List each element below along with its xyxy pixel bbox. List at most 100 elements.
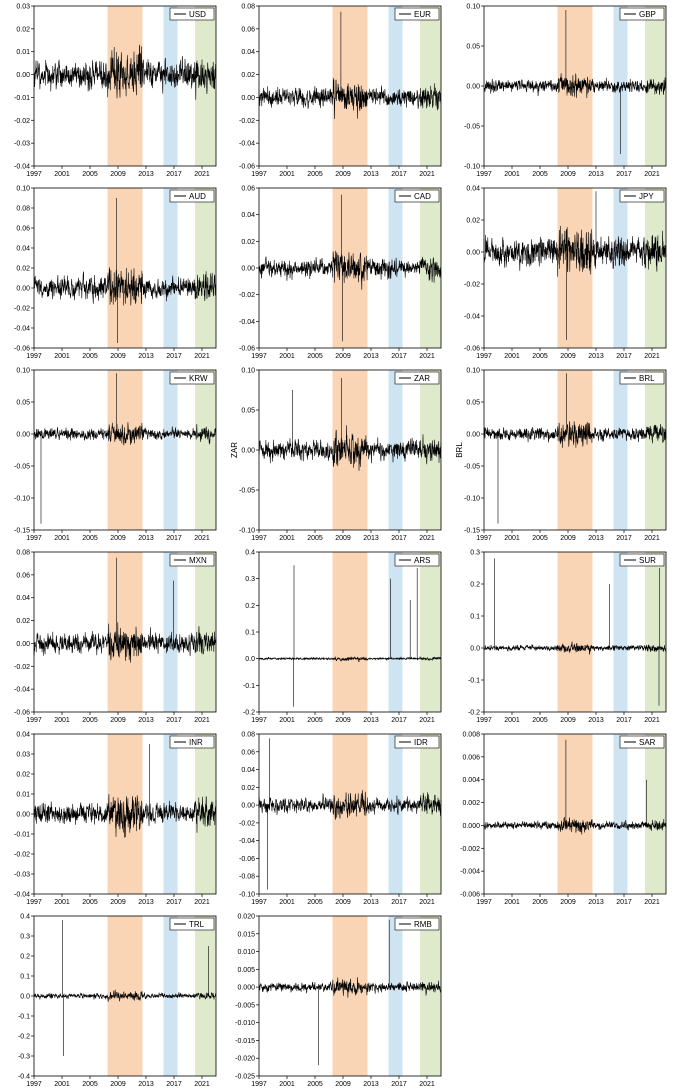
y-tick-label: -0.010: [235, 1020, 255, 1027]
x-tick-label: 1997: [251, 1081, 267, 1088]
y-tick-label: 0.01: [16, 49, 30, 56]
y-tick-label: 0.05: [241, 408, 255, 415]
y-tick-label: 0.01: [16, 792, 30, 799]
x-tick-label: 1997: [476, 353, 492, 360]
panel-gbp: 1997200120052009201320172021-0.10-0.050.…: [454, 2, 669, 182]
shaded-period: [195, 552, 216, 712]
x-tick-label: 2021: [644, 171, 660, 178]
y-tick-label: -0.05: [464, 124, 480, 131]
x-tick-label: 2017: [391, 717, 407, 724]
x-tick-label: 1997: [251, 535, 267, 542]
x-tick-label: 1997: [26, 171, 42, 178]
x-tick-label: 2021: [644, 717, 660, 724]
x-tick-label: 2005: [82, 353, 98, 360]
x-tick-label: 2005: [307, 353, 323, 360]
y-tick-label: 0.00: [16, 72, 30, 79]
x-tick-label: 2009: [560, 899, 576, 906]
x-tick-label: 2017: [616, 535, 632, 542]
x-tick-label: 2009: [560, 535, 576, 542]
x-tick-label: 2021: [194, 171, 210, 178]
x-tick-label: 2005: [307, 1081, 323, 1088]
y-tick-label: 0.2: [470, 582, 480, 589]
x-tick-label: 2001: [504, 353, 520, 360]
x-tick-label: 2013: [588, 717, 604, 724]
shaded-period: [645, 552, 666, 712]
panel-brl: 1997200120052009201320172021-0.15-0.10-0…: [454, 366, 669, 546]
x-tick-label: 2021: [419, 717, 435, 724]
legend-label: BRL: [639, 374, 655, 383]
x-tick-label: 2009: [560, 353, 576, 360]
shaded-period: [558, 370, 593, 530]
y-tick-label: -0.1: [18, 1014, 30, 1021]
x-tick-label: 1997: [251, 171, 267, 178]
y-tick-label: -0.02: [14, 852, 30, 859]
y-tick-label: 0.04: [241, 49, 255, 56]
legend-label: IDR: [414, 738, 428, 747]
panel-inr: 1997200120052009201320172021-0.04-0.03-0…: [4, 730, 219, 910]
x-tick-label: 1997: [26, 535, 42, 542]
x-tick-label: 2021: [194, 1081, 210, 1088]
y-tick-label: 0.020: [237, 914, 255, 921]
panel-aud: 1997200120052009201320172021-0.06-0.04-0…: [4, 184, 219, 364]
y-tick-label: -0.04: [14, 687, 30, 694]
panel-ars: 1997200120052009201320172021-0.2-0.10.00…: [229, 548, 444, 728]
x-tick-label: 1997: [251, 717, 267, 724]
y-tick-label: 0.00: [16, 812, 30, 819]
y-tick-label: 0.004: [462, 777, 480, 784]
y-tick-label: -0.02: [14, 306, 30, 313]
x-tick-label: 2017: [391, 353, 407, 360]
x-tick-label: 2005: [307, 717, 323, 724]
legend-label: GBP: [639, 10, 656, 19]
x-tick-label: 2017: [616, 171, 632, 178]
x-tick-label: 2013: [588, 353, 604, 360]
y-tick-label: -0.06: [239, 346, 255, 353]
y-tick-label: -0.06: [14, 710, 30, 717]
x-tick-label: 2021: [419, 353, 435, 360]
legend-label: EUR: [414, 10, 431, 19]
x-tick-label: 2005: [532, 171, 548, 178]
panel-cad: 1997200120052009201320172021-0.06-0.04-0…: [229, 184, 444, 364]
x-tick-label: 2009: [110, 1081, 126, 1088]
x-tick-label: 2013: [588, 899, 604, 906]
y-tick-label: -0.04: [239, 141, 255, 148]
x-tick-label: 2001: [54, 1081, 70, 1088]
x-tick-label: 2021: [644, 535, 660, 542]
x-tick-label: 2005: [82, 1081, 98, 1088]
x-tick-label: 2017: [166, 353, 182, 360]
y-tick-label: -0.15: [464, 528, 480, 535]
y-tick-label: 0.04: [466, 186, 480, 193]
panel-idr: 1997200120052009201320172021-0.10-0.08-0…: [229, 730, 444, 910]
x-tick-label: 2001: [504, 717, 520, 724]
y-tick-label: 0.1: [245, 630, 255, 637]
x-tick-label: 2017: [166, 171, 182, 178]
x-tick-label: 1997: [26, 1081, 42, 1088]
panel-rmb: 1997200120052009201320172021-0.025-0.020…: [229, 912, 444, 1092]
y-tick-label: -0.10: [239, 892, 255, 899]
y-tick-label: 0.04: [16, 732, 30, 739]
y-tick-label: 0.10: [466, 4, 480, 11]
shaded-period: [420, 916, 441, 1076]
y-tick-label: -0.002: [460, 846, 480, 853]
y-tick-label: -0.02: [464, 282, 480, 289]
x-tick-label: 2013: [138, 535, 154, 542]
y-tick-label: 0.010: [237, 949, 255, 956]
y-tick-label: -0.01: [14, 95, 30, 102]
y-axis-label: BRL: [455, 442, 464, 458]
chart-grid: 1997200120052009201320172021-0.04-0.03-0…: [0, 0, 675, 1092]
y-tick-label: -0.1: [468, 678, 480, 685]
y-tick-label: -0.08: [239, 874, 255, 881]
y-tick-label: 0.02: [466, 218, 480, 225]
y-tick-label: 0.05: [16, 400, 30, 407]
x-tick-label: 2001: [504, 171, 520, 178]
x-tick-label: 1997: [251, 899, 267, 906]
shaded-period: [333, 916, 368, 1076]
x-tick-label: 2017: [166, 717, 182, 724]
y-tick-label: -0.004: [460, 869, 480, 876]
y-tick-label: 0.10: [16, 368, 30, 375]
x-tick-label: 2009: [335, 535, 351, 542]
shaded-period: [614, 188, 628, 348]
panel-sar: 1997200120052009201320172021-0.006-0.004…: [454, 730, 669, 910]
x-tick-label: 2005: [307, 535, 323, 542]
panel-sur: 1997200120052009201320172021-0.2-0.10.00…: [454, 548, 669, 728]
shaded-period: [645, 734, 666, 894]
